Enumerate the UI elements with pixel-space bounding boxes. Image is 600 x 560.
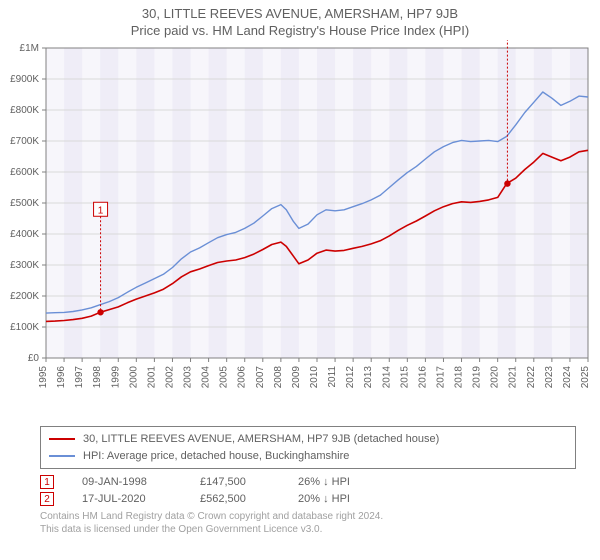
chart-header: 30, LITTLE REEVES AVENUE, AMERSHAM, HP7 … [0,0,600,40]
svg-text:2025: 2025 [580,366,591,389]
event-row: 2 17-JUL-2020 £562,500 20% ↓ HPI [40,492,576,506]
event-date: 09-JAN-1998 [82,476,172,488]
svg-text:2018: 2018 [454,366,465,389]
svg-text:2012: 2012 [345,366,356,389]
svg-text:2007: 2007 [255,366,266,389]
svg-text:2013: 2013 [363,366,374,389]
svg-text:£1M: £1M [20,43,39,54]
price-events: 1 09-JAN-1998 £147,500 26% ↓ HPI 2 17-JUL-202… [40,475,576,506]
svg-text:1998: 1998 [92,366,103,389]
svg-text:£0: £0 [28,353,40,364]
svg-text:2001: 2001 [146,366,157,389]
svg-text:2006: 2006 [237,366,248,389]
chart-footer: Contains HM Land Registry data © Crown c… [40,510,576,536]
svg-text:2014: 2014 [381,366,392,389]
event-price: £562,500 [200,493,270,505]
chart-title: 30, LITTLE REEVES AVENUE, AMERSHAM, HP7 … [0,6,600,21]
legend-item: 30, LITTLE REEVES AVENUE, AMERSHAM, HP7 … [49,431,567,448]
event-row: 1 09-JAN-1998 £147,500 26% ↓ HPI [40,475,576,489]
legend-label: HPI: Average price, detached house, Buck… [83,448,349,465]
svg-text:2004: 2004 [201,366,212,389]
svg-text:2009: 2009 [291,366,302,389]
svg-text:1995: 1995 [38,366,49,389]
svg-text:2024: 2024 [562,366,573,389]
legend-label: 30, LITTLE REEVES AVENUE, AMERSHAM, HP7 … [83,431,439,448]
legend-swatch [49,455,75,457]
svg-text:2003: 2003 [183,366,194,389]
event-marker-box: 2 [40,492,54,506]
svg-text:£200K: £200K [10,291,39,302]
svg-text:1999: 1999 [110,366,121,389]
svg-text:2005: 2005 [219,366,230,389]
svg-text:2008: 2008 [273,366,284,389]
svg-text:1996: 1996 [56,366,67,389]
svg-text:£600K: £600K [10,167,39,178]
footer-line-2: This data is licensed under the Open Gov… [40,523,576,536]
svg-text:2010: 2010 [309,366,320,389]
event-diff: 20% ↓ HPI [298,493,350,505]
svg-text:£100K: £100K [10,322,39,333]
legend-item: HPI: Average price, detached house, Buck… [49,448,567,465]
footer-line-1: Contains HM Land Registry data © Crown c… [40,510,576,523]
svg-text:1: 1 [98,205,104,216]
line-chart-svg: £0 £100K £200K £300K £400K £500K £600K £700K £80… [0,40,600,420]
svg-text:£500K: £500K [10,198,39,209]
svg-text:2020: 2020 [490,366,501,389]
svg-text:2016: 2016 [417,366,428,389]
event-diff: 26% ↓ HPI [298,476,350,488]
svg-text:2015: 2015 [399,366,410,389]
svg-text:2019: 2019 [472,366,483,389]
svg-text:£700K: £700K [10,136,39,147]
svg-text:2000: 2000 [128,366,139,389]
svg-text:2022: 2022 [526,366,537,389]
legend-swatch [49,438,75,440]
event-date: 17-JUL-2020 [82,493,172,505]
event-price: £147,500 [200,476,270,488]
svg-text:2023: 2023 [544,366,555,389]
svg-text:£900K: £900K [10,74,39,85]
svg-text:2011: 2011 [327,366,338,388]
svg-text:£400K: £400K [10,229,39,240]
chart-area: £0 £100K £200K £300K £400K £500K £600K £700K £80… [0,40,600,420]
svg-text:2017: 2017 [435,366,446,389]
svg-text:1997: 1997 [74,366,85,389]
event-marker-box: 1 [40,475,54,489]
svg-text:2021: 2021 [508,366,519,389]
svg-text:2002: 2002 [164,366,175,389]
chart-subtitle: Price paid vs. HM Land Registry's House … [0,23,600,38]
legend: 30, LITTLE REEVES AVENUE, AMERSHAM, HP7 … [40,426,576,469]
svg-text:£300K: £300K [10,260,39,271]
svg-text:£800K: £800K [10,105,39,116]
